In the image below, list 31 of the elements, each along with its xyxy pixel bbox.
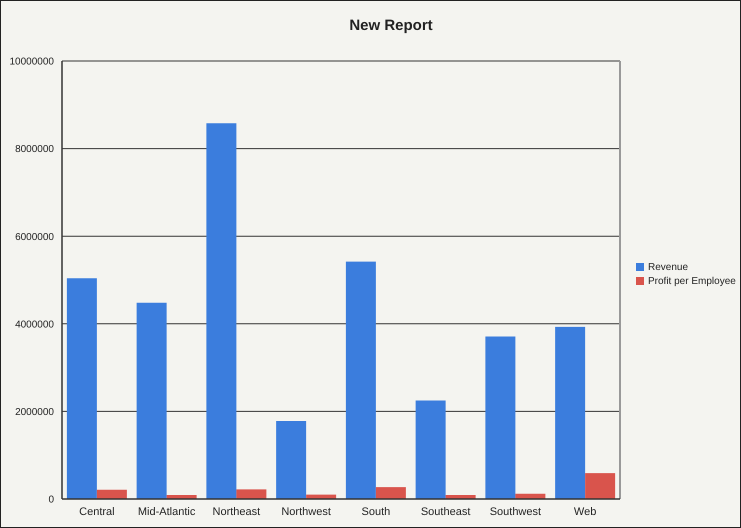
- x-tick-label: Southeast: [420, 506, 470, 518]
- bar: [346, 262, 376, 499]
- bar: [585, 473, 616, 499]
- y-tick-label: 4000000: [15, 319, 54, 330]
- bar: [485, 336, 516, 499]
- bar: [376, 487, 406, 499]
- bar: [276, 421, 306, 499]
- bar: [306, 494, 336, 499]
- chart-title: New Report: [349, 17, 433, 34]
- x-tick-label: South: [362, 506, 390, 518]
- bar: [236, 489, 266, 499]
- bar: [206, 123, 236, 499]
- x-tick-label: Mid-Atlantic: [138, 506, 196, 518]
- x-tick-label: Web: [574, 506, 596, 518]
- y-tick-label: 6000000: [15, 232, 54, 243]
- y-tick-label: 2000000: [15, 406, 54, 418]
- x-tick-label: Southwest: [490, 506, 542, 518]
- y-tick-label: 0: [48, 494, 54, 506]
- bar: [416, 400, 446, 499]
- x-tick-label: Northwest: [281, 506, 331, 518]
- bar: [515, 494, 546, 499]
- y-tick-label: 8000000: [15, 144, 54, 156]
- bar: [555, 326, 586, 499]
- bar: [136, 302, 167, 499]
- legend-label: Profit per Employee: [648, 276, 736, 287]
- legend-label: Revenue: [648, 262, 688, 273]
- bar: [66, 278, 97, 499]
- y-tick-label: 10000000: [10, 56, 54, 68]
- x-tick-label: Central: [79, 506, 115, 518]
- bar: [96, 490, 127, 499]
- x-tick-label: Northeast: [212, 506, 260, 518]
